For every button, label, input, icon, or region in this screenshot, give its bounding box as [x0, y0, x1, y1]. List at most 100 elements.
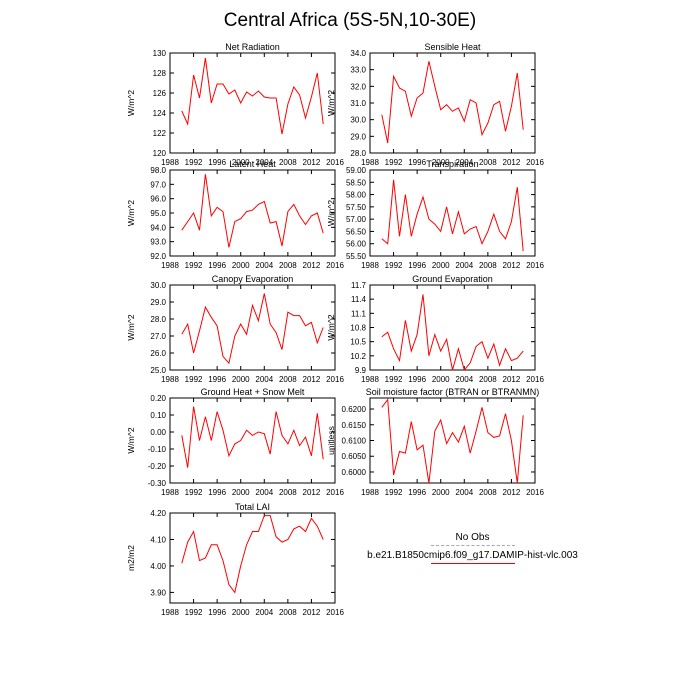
panel-2-xtick-label: 2000: [432, 158, 450, 167]
figure-title: Central Africa (5S-5N,10-30E): [223, 10, 477, 31]
panel-7-ytick-label: -0.10: [148, 445, 167, 454]
panel-1-xtick-label: 2000: [232, 158, 250, 167]
panel-4-xtick-label: 2000: [432, 261, 450, 270]
panel-2-ytick-label: 31.0: [350, 99, 366, 108]
legend-label-no-obs: No Obs: [455, 532, 490, 543]
panel-8-xtick-label: 2000: [432, 488, 450, 497]
panel-5-ytick-label: 29.0: [150, 298, 166, 307]
panel-2-frame: [369, 52, 536, 154]
panel-4-title: Transpiration: [426, 159, 478, 169]
panel-9-ytick-label: 4.10: [150, 535, 166, 544]
panel-2-xtick-label: 2008: [479, 158, 497, 167]
panel-3-frame: [169, 169, 336, 257]
panel-4-xtick-label: 1996: [408, 261, 426, 270]
panel-8-ytick-label: 0.6150: [342, 421, 367, 430]
panel-9-xtick-label: 1988: [161, 608, 179, 617]
panel-2-xtick-label: 2012: [503, 158, 521, 167]
panel-4-xtick-label: 2012: [503, 261, 521, 270]
panel-2-ytick-label: 33.0: [350, 66, 366, 75]
panel-1-ytick-label: 126: [153, 89, 167, 98]
panel-6-ytick-label: 11.4: [351, 295, 367, 304]
panel-8-ytick-label: 0.6100: [342, 437, 367, 446]
panel-1-ytick-label: 120: [153, 149, 167, 158]
panel-8-xtick-label: 2012: [503, 488, 521, 497]
panel-2-title: Sensible Heat: [424, 42, 481, 52]
panel-4-xtick-label: 2004: [455, 261, 473, 270]
panel-9-xtick-label: 2000: [232, 608, 250, 617]
panel-4-xtick-label: 2016: [526, 261, 544, 270]
legend-item-model: b.e21.B1850cmip6.f09_g17.DAMIP-hist-vlc.…: [360, 550, 585, 564]
panel-9-ytick-label: 4.20: [150, 509, 166, 518]
panel-8-ytick-label: 0.6200: [342, 405, 367, 414]
panel-6-xtick-label: 2016: [526, 375, 544, 384]
panel-4-frame: [369, 169, 536, 257]
panel-6-ytick-label: 10.2: [350, 352, 366, 361]
panel-1-xtick-label: 1992: [185, 158, 203, 167]
panel-1-xtick-label: 2004: [255, 158, 273, 167]
panel-7-xtick-label: 2008: [279, 488, 297, 497]
panel-7-xtick-label: 2012: [303, 488, 321, 497]
panel-7-xtick-label: 2016: [326, 488, 344, 497]
panel-3-ylabel: W/m^2: [126, 200, 136, 226]
panel-3-xtick-label: 2000: [232, 261, 250, 270]
panel-6-xtick-label: 1996: [408, 375, 426, 384]
panel-3-xtick-label: 2016: [326, 261, 344, 270]
panel-8-ylabel: unitless: [326, 426, 336, 455]
panel-5-ytick-label: 30.0: [150, 281, 166, 290]
panel-8-ytick-label: 0.6050: [342, 452, 367, 461]
panel-6-xtick-label: 1988: [361, 375, 379, 384]
panel-6-ytick-label: 10.8: [350, 324, 366, 333]
panel-4-xtick-label: 1992: [385, 261, 403, 270]
panel-2-ytick-label: 29.0: [350, 132, 366, 141]
panel-6-xtick-label: 1992: [385, 375, 403, 384]
panel-4-ytick-label: 59.00: [346, 166, 367, 175]
panel-4-ytick-label: 55.50: [346, 252, 367, 261]
panel-5-title: Canopy Evaporation: [212, 274, 294, 284]
panel-7-ytick-label: 0.10: [150, 411, 166, 420]
panel-4-xtick-label: 2008: [479, 261, 497, 270]
panel-5-xtick-label: 2004: [255, 375, 273, 384]
panel-9-ytick-label: 3.90: [150, 588, 166, 597]
panel-6-series-line: [381, 294, 524, 372]
panel-4-ytick-label: 56.50: [346, 227, 367, 236]
panel-3-ytick-label: 92.0: [150, 252, 166, 261]
legend-line-no-obs: [430, 545, 515, 546]
panel-2-ytick-label: 32.0: [350, 82, 366, 91]
panel-5-ytick-label: 26.0: [150, 349, 166, 358]
panel-1-series-line: [181, 57, 324, 135]
panel-1-xtick-label: 2008: [279, 158, 297, 167]
panel-9-ytick-label: 4.00: [150, 562, 166, 571]
panel-5-xtick-label: 2016: [326, 375, 344, 384]
panel-2-xtick-label: 1992: [385, 158, 403, 167]
panel-9-ylabel: m2/m2: [126, 545, 136, 571]
panel-8-xtick-label: 1992: [385, 488, 403, 497]
panel-9-xtick-label: 1996: [208, 608, 226, 617]
panel-9-xtick-label: 2004: [255, 608, 273, 617]
panel-7-series-line: [181, 406, 324, 468]
panel-2-ylabel: W/m^2: [326, 90, 336, 116]
panel-7-xtick-label: 1988: [161, 488, 179, 497]
panel-8-xtick-label: 2016: [526, 488, 544, 497]
panel-6-xtick-label: 2000: [432, 375, 450, 384]
panel-9-xtick-label: 2016: [326, 608, 344, 617]
panel-3-xtick-label: 1988: [161, 261, 179, 270]
panel-8-xtick-label: 1996: [408, 488, 426, 497]
panel-5-xtick-label: 1996: [208, 375, 226, 384]
panel-3-xtick-label: 1992: [185, 261, 203, 270]
panel-7-frame: [169, 397, 336, 484]
panel-4-xtick-label: 1988: [361, 261, 379, 270]
panel-3-xtick-label: 2004: [255, 261, 273, 270]
panel-3-ytick-label: 97.0: [150, 180, 166, 189]
panel-7-xtick-label: 2000: [232, 488, 250, 497]
panel-8-xtick-label: 2008: [479, 488, 497, 497]
panel-2-ytick-label: 30.0: [350, 116, 366, 125]
panel-5-xtick-label: 1992: [185, 375, 203, 384]
panel-3-ytick-label: 93.0: [150, 238, 166, 247]
panel-7-ylabel: W/m^2: [126, 427, 136, 453]
panel-7-ytick-label: 0.00: [150, 428, 166, 437]
panel-1-title: Net Radiation: [225, 42, 280, 52]
panel-8-ytick-label: 0.6000: [342, 468, 367, 477]
panel-4-ytick-label: 57.50: [346, 203, 367, 212]
panel-1-xtick-label: 1988: [161, 158, 179, 167]
panel-2-xtick-label: 2016: [526, 158, 544, 167]
